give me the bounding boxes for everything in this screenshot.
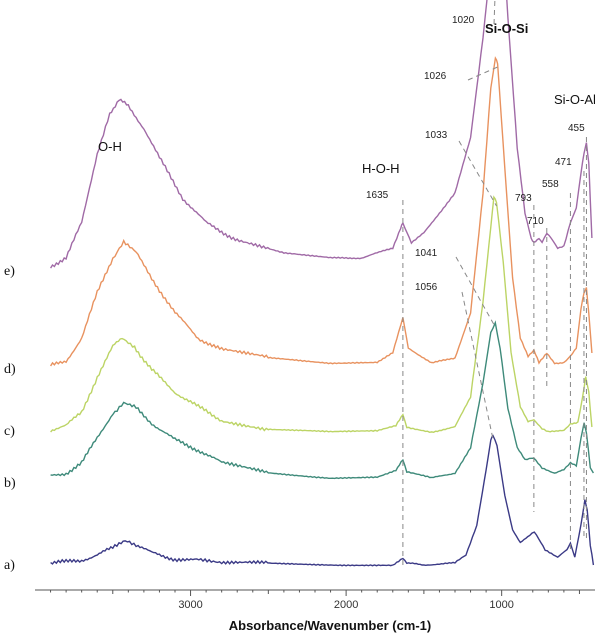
chart-labels: a) b) c) d) e) 1635 1020 1026 1033 1041 1056 793 710… bbox=[4, 15, 596, 573]
spectra-traces bbox=[50, 0, 595, 567]
peak-guide-lines bbox=[402, 0, 587, 565]
peak-label-455: 455 bbox=[568, 123, 585, 134]
peak-guide-1056 bbox=[461, 291, 494, 440]
peak-guide-1041 bbox=[455, 256, 496, 328]
spectrum-line-b bbox=[50, 320, 595, 480]
series-label-e: e) bbox=[4, 264, 15, 279]
spectrum-line-a bbox=[50, 434, 595, 567]
x-axis-title: Absorbance/Wavenumber (cm-1) bbox=[229, 618, 432, 633]
x-tick-label-3000: 3000 bbox=[178, 599, 202, 611]
peak-guide-1020 bbox=[493, 0, 496, 25]
band-label-si-o-si: Si-O-Si bbox=[485, 21, 528, 36]
band-label-si-o-al: Si-O-Al bbox=[554, 92, 596, 107]
x-tick-label-1000: 1000 bbox=[489, 599, 513, 611]
peak-label-710: 710 bbox=[527, 216, 544, 227]
peak-label-558: 558 bbox=[542, 179, 559, 190]
peak-label-1020: 1020 bbox=[452, 15, 475, 26]
band-label-h-o-h: H-O-H bbox=[362, 161, 400, 176]
spectrum-line-c bbox=[50, 195, 593, 434]
x-axis: 3000 2000 1000 Absorbance/Wavenumber (cm-1) bbox=[35, 589, 595, 633]
series-label-a: a) bbox=[4, 558, 15, 573]
spectrum-line-e bbox=[50, 0, 593, 269]
peak-guide-1033 bbox=[458, 140, 497, 207]
peak-label-1033: 1033 bbox=[425, 130, 448, 141]
band-label-o-h: O-H bbox=[98, 139, 122, 154]
spectrum-line-d bbox=[50, 56, 593, 367]
series-label-b: b) bbox=[4, 476, 16, 491]
peak-label-471: 471 bbox=[555, 157, 572, 168]
peak-label-1026: 1026 bbox=[424, 71, 447, 82]
series-label-c: c) bbox=[4, 424, 15, 439]
peak-label-1056: 1056 bbox=[415, 282, 438, 293]
x-tick-label-2000: 2000 bbox=[334, 599, 358, 611]
peak-label-1041: 1041 bbox=[415, 248, 438, 259]
peak-label-793: 793 bbox=[515, 193, 532, 204]
peak-label-1635: 1635 bbox=[366, 190, 389, 201]
series-label-d: d) bbox=[4, 362, 16, 377]
